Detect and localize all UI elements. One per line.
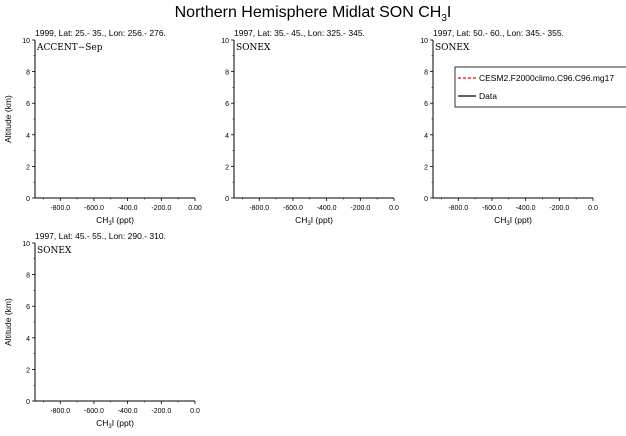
x-tick-label: -400.0 bbox=[516, 205, 536, 212]
x-tick-label: 0.00 bbox=[188, 205, 202, 212]
panel-4: 1997, Lat: 45.- 55., Lon: 290.- 310. 0 2 4 6… bbox=[3, 231, 200, 430]
panel-2: 1997, Lat: 35.- 45., Lon: 325.- 345. 0 2 4 6… bbox=[221, 28, 399, 227]
x-tick-label: -400.0 bbox=[118, 205, 138, 212]
x-tick-label: -800.0 bbox=[50, 408, 70, 415]
x-tick-label: -200.0 bbox=[549, 205, 569, 212]
x-tick-label: -800.0 bbox=[448, 205, 468, 212]
x-tick-label: 0.0 bbox=[190, 408, 200, 415]
y-tick-label: 8 bbox=[424, 70, 428, 77]
x-tick-label: -600.0 bbox=[283, 205, 303, 212]
y-tick-label: 8 bbox=[26, 70, 30, 77]
x-axis-label: CH3I (ppt) bbox=[295, 215, 333, 227]
y-tick-label: 0 bbox=[424, 196, 428, 203]
x-axis-label: CH3I (ppt) bbox=[96, 215, 134, 227]
x-tick-label: -600.0 bbox=[482, 205, 502, 212]
y-tick-label: 6 bbox=[424, 101, 428, 108]
y-tick-label: 0 bbox=[26, 196, 30, 203]
x-tick-label: 0.0 bbox=[389, 205, 399, 212]
y-axis-label: Altitude (km) bbox=[3, 95, 13, 143]
x-axis-label: CH3I (ppt) bbox=[494, 215, 532, 227]
panel-title: 1997, Lat: 35.- 45., Lon: 325.- 345. bbox=[234, 28, 365, 38]
y-tick-label: 4 bbox=[26, 336, 30, 343]
campaign-label: ACCENT−Sep bbox=[36, 43, 103, 53]
figure-title: Northern Hemisphere Midlat SON CH3I bbox=[175, 4, 452, 24]
y-tick-label: 2 bbox=[424, 164, 428, 171]
legend-data-label: Data bbox=[479, 91, 497, 101]
campaign-label: SONEX bbox=[435, 43, 470, 53]
x-tick-label: -800.0 bbox=[50, 205, 70, 212]
panel-title: 1999, Lat: 25.- 35., Lon: 256.- 276. bbox=[35, 28, 166, 38]
x-tick-label: -200.0 bbox=[151, 408, 171, 415]
x-tick-label: -400.0 bbox=[118, 408, 138, 415]
legend-model-label: CESM2.F2000climo.C96.C96.mg17 bbox=[479, 73, 614, 83]
legend: CESM2.F2000climo.C96.C96.mg17 Data bbox=[454, 66, 626, 108]
y-tick-label: 10 bbox=[420, 38, 428, 45]
y-tick-label: 8 bbox=[26, 273, 30, 280]
y-tick-label: 6 bbox=[26, 304, 30, 311]
campaign-label: SONEX bbox=[37, 246, 72, 256]
x-tick-label: -400.0 bbox=[317, 205, 337, 212]
y-tick-label: 4 bbox=[225, 133, 229, 140]
y-tick-label: 6 bbox=[225, 101, 229, 108]
y-tick-label: 2 bbox=[225, 164, 229, 171]
y-tick-label: 4 bbox=[424, 133, 428, 140]
y-tick-label: 10 bbox=[22, 241, 30, 248]
y-tick-label: 0 bbox=[26, 399, 30, 406]
legend-box bbox=[454, 66, 626, 108]
y-axis-label: Altitude (km) bbox=[3, 298, 13, 346]
y-tick-label: 10 bbox=[22, 38, 30, 45]
y-tick-label: 8 bbox=[225, 70, 229, 77]
x-axis-label: CH3I (ppt) bbox=[96, 418, 134, 430]
panels-group: 1999, Lat: 25.- 35., Lon: 256.- 276. 0 2 4 6… bbox=[3, 28, 598, 430]
y-tick-label: 4 bbox=[26, 133, 30, 140]
y-tick-label: 6 bbox=[26, 101, 30, 108]
campaign-label: SONEX bbox=[236, 43, 271, 53]
x-tick-label: 0.0 bbox=[588, 205, 598, 212]
x-tick-label: -200.0 bbox=[350, 205, 370, 212]
x-tick-label: -200.0 bbox=[151, 205, 171, 212]
panel-3: 1997, Lat: 50.- 60., Lon: 345.- 355. 0 2 4 6… bbox=[420, 28, 598, 227]
x-tick-label: -600.0 bbox=[84, 205, 104, 212]
x-tick-label: -600.0 bbox=[84, 408, 104, 415]
panel-1: 1999, Lat: 25.- 35., Lon: 256.- 276. 0 2 4 6… bbox=[3, 28, 202, 227]
x-tick-label: -800.0 bbox=[249, 205, 269, 212]
y-tick-label: 2 bbox=[26, 164, 30, 171]
panel-title: 1997, Lat: 50.- 60., Lon: 345.- 355. bbox=[433, 28, 564, 38]
panel-title: 1997, Lat: 45.- 55., Lon: 290.- 310. bbox=[35, 231, 166, 241]
y-tick-label: 10 bbox=[221, 38, 229, 45]
y-tick-label: 0 bbox=[225, 196, 229, 203]
y-tick-label: 2 bbox=[26, 367, 30, 374]
